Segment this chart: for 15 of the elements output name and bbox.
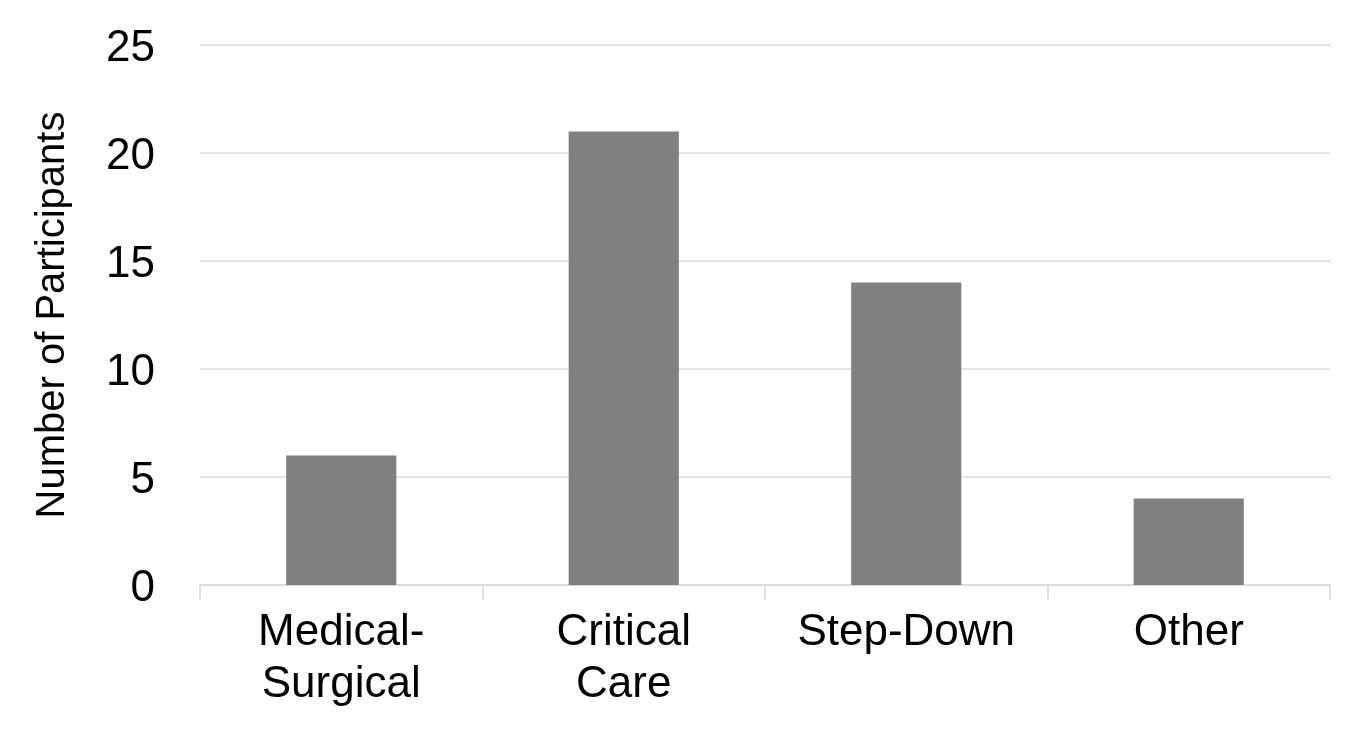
- x-tick-label: Other: [1133, 604, 1244, 654]
- bar: [286, 455, 397, 585]
- y-tick-label: 10: [106, 344, 155, 394]
- x-tick-label: Medical- Surgical: [258, 604, 425, 706]
- y-tick-label: 0: [130, 560, 155, 610]
- y-tick-label: 5: [130, 452, 155, 502]
- y-tick-label: 25: [106, 20, 155, 70]
- y-axis-title: Number of Participants: [28, 111, 72, 519]
- y-tick-label: 20: [106, 128, 155, 178]
- bar: [851, 282, 962, 585]
- bar: [568, 131, 679, 585]
- y-tick-label: 15: [106, 236, 155, 286]
- x-tick-label: Critical Care: [556, 604, 691, 706]
- bar: [1133, 498, 1244, 585]
- x-tick-label: Step-Down: [797, 604, 1016, 654]
